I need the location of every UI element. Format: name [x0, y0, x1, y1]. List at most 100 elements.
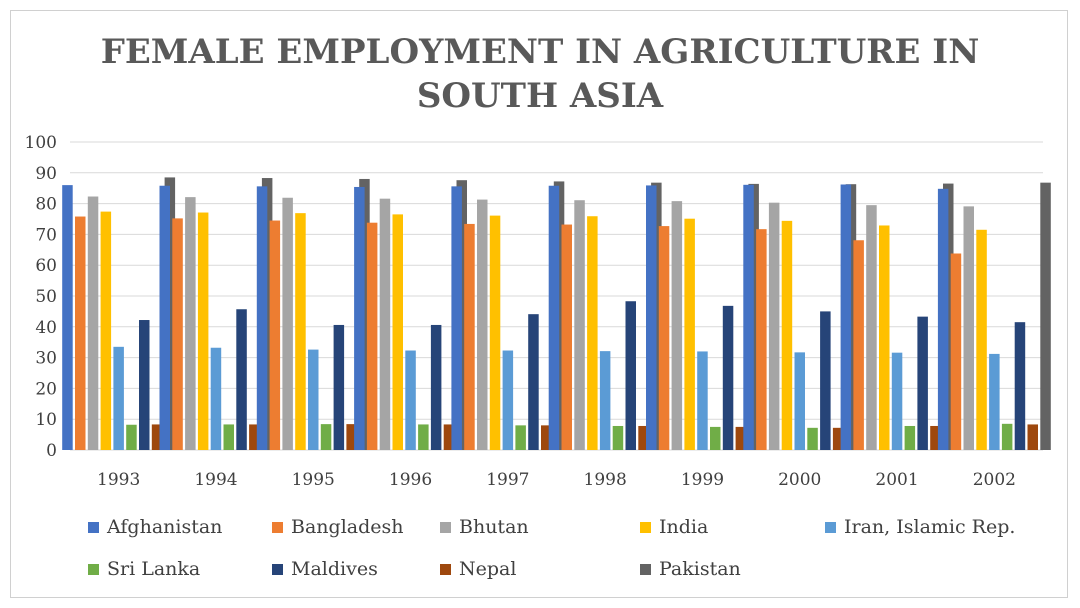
bar: [1001, 423, 1013, 450]
x-tick-label: 2000: [778, 470, 821, 490]
bar: [366, 222, 378, 450]
x-tick-label: 1994: [194, 470, 237, 490]
bar: [794, 352, 805, 450]
bar: [963, 206, 974, 450]
bar: [950, 253, 962, 450]
bar: [210, 347, 222, 450]
bar: [256, 186, 268, 451]
bar: [443, 424, 455, 450]
x-tick-label: 1998: [584, 470, 627, 490]
y-tick-label: 20: [35, 379, 57, 399]
x-tick-label: 2001: [875, 470, 918, 490]
bar: [87, 196, 99, 450]
bar: [126, 424, 137, 450]
x-tick-label: 1995: [292, 470, 335, 490]
bar: [891, 352, 903, 450]
bar: [671, 201, 683, 450]
bar: [904, 425, 916, 450]
bar: [989, 353, 1000, 450]
y-tick-label: 50: [35, 287, 57, 307]
bar: [139, 320, 150, 450]
bar: [879, 225, 890, 450]
y-tick-label: 70: [35, 225, 57, 245]
bar: [781, 220, 793, 450]
bar: [159, 185, 170, 450]
bar: [528, 314, 539, 450]
x-tick-label: 1997: [486, 470, 529, 490]
bar: [62, 185, 73, 450]
bar: [561, 224, 572, 450]
bar: [976, 229, 987, 450]
bar: [172, 218, 183, 450]
bar: [392, 214, 403, 450]
bar: [697, 351, 708, 450]
bar: [451, 186, 462, 451]
bar: [599, 351, 611, 450]
y-tick-label: 10: [35, 410, 57, 430]
chart-title-line-1: FEMALE EMPLOYMENT IN AGRICULTURE IN: [100, 32, 980, 72]
bar: [638, 425, 649, 450]
x-tick-label: 1993: [97, 470, 140, 490]
bar: [346, 424, 357, 450]
bar: [151, 424, 163, 450]
bar: [625, 301, 636, 450]
bar: [840, 184, 852, 450]
bar: [612, 425, 624, 450]
bar: [333, 324, 345, 450]
bar: [768, 202, 780, 450]
y-tick-label: 60: [35, 256, 57, 276]
bar: [930, 425, 941, 450]
bar: [820, 311, 831, 450]
bar: [418, 424, 429, 450]
bar: [477, 199, 488, 450]
bar: [937, 188, 949, 451]
y-tick-label: 40: [35, 318, 57, 338]
bar: [587, 216, 598, 450]
bar: [853, 240, 864, 450]
bar: [464, 223, 475, 450]
bar: [249, 424, 260, 450]
bar: [646, 185, 657, 451]
bar: [282, 197, 293, 450]
bar: [658, 226, 670, 450]
bar: [502, 350, 514, 450]
bar: [75, 216, 86, 450]
bar: [1040, 182, 1051, 450]
bar: [756, 229, 767, 450]
bar: [197, 212, 209, 450]
bar: [113, 346, 124, 450]
bar: [100, 211, 112, 450]
bar: [832, 427, 844, 450]
bar: [405, 350, 416, 450]
bar: [1014, 322, 1026, 450]
bar: [489, 215, 501, 450]
bar: [807, 427, 818, 450]
bar: [308, 349, 319, 450]
bar: [354, 186, 365, 450]
x-tick-label: 1996: [389, 470, 432, 490]
chart-title-line-2: SOUTH ASIA: [416, 76, 664, 116]
y-tick-label: 0: [46, 441, 57, 461]
bar: [185, 197, 196, 450]
bar: [917, 316, 928, 450]
x-tick-label: 2002: [973, 470, 1016, 490]
bar: [223, 424, 234, 450]
bar: [295, 213, 306, 450]
bar: [430, 324, 442, 450]
y-tick-label: 30: [35, 349, 57, 369]
bar: [866, 205, 877, 450]
bar: [236, 309, 247, 450]
y-tick-label: 80: [35, 195, 57, 215]
bar: [743, 184, 754, 450]
bar: [548, 185, 560, 450]
bar: [320, 424, 332, 450]
bar: [684, 218, 695, 450]
bar: [541, 425, 552, 450]
x-tick-label: 1999: [681, 470, 724, 490]
bar: [515, 425, 526, 450]
bar: [379, 198, 391, 450]
bar: [735, 426, 747, 450]
bar: [574, 200, 585, 450]
bar: [269, 220, 281, 450]
